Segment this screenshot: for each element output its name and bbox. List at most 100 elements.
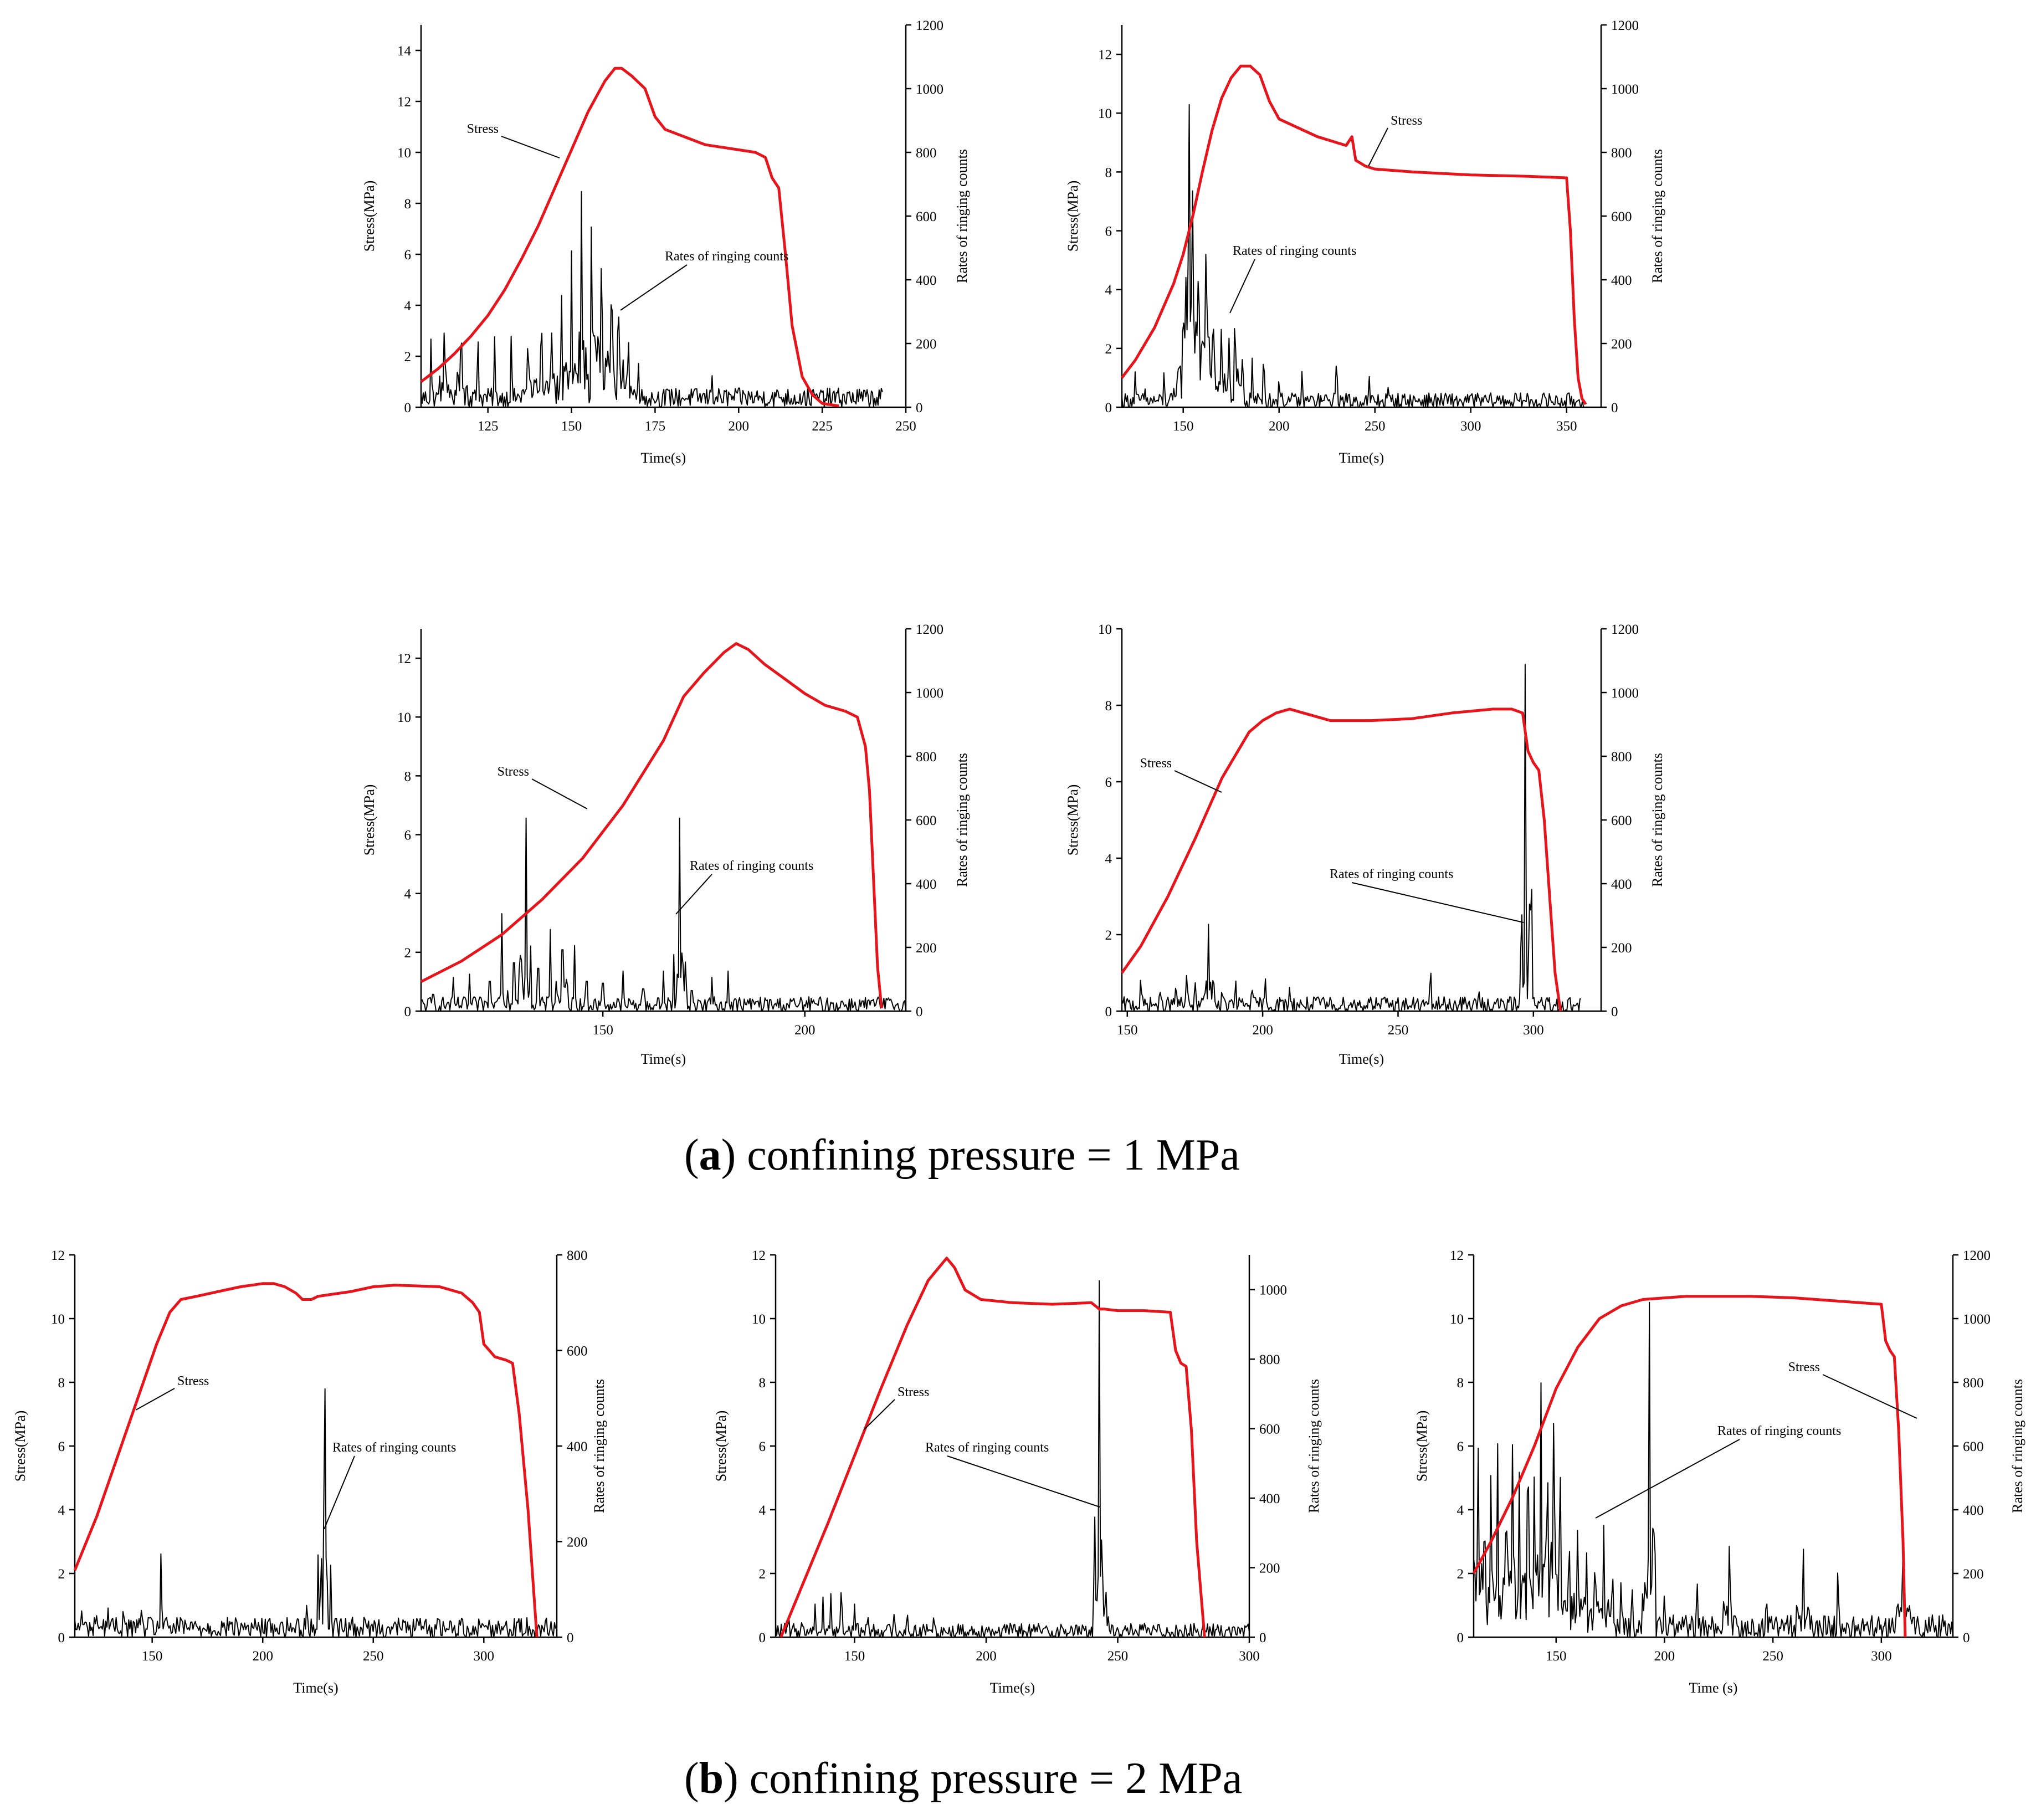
x-tick-label: 200 (1269, 419, 1290, 434)
x-tick-label: 350 (1556, 419, 1577, 434)
y-tick-label: 0 (1105, 1004, 1112, 1019)
ae-annotation: Rates of ringing counts (925, 1440, 1049, 1455)
x-axis-title: Time(s) (1339, 450, 1384, 466)
y-tick-label: 14 (397, 44, 412, 59)
y-tick-label: 8 (1105, 699, 1112, 714)
y-tick-label: 2 (58, 1567, 65, 1582)
y-tick-label: 4 (1457, 1503, 1464, 1518)
ae-annotation: Rates of ringing counts (1233, 244, 1356, 258)
ae-leader-line (1351, 882, 1524, 923)
y2-tick-label: 1000 (1611, 686, 1639, 701)
y2-tick-label: 1200 (916, 622, 943, 637)
stress-annotation: Stress (898, 1385, 929, 1399)
y-axis-title: Stress(MPa) (361, 785, 377, 856)
y-tick-label: 4 (1105, 283, 1112, 298)
ae-series-line (1473, 1301, 1953, 1638)
ae-leader-line (1595, 1439, 1740, 1519)
ae-leader-line (1229, 259, 1255, 314)
ae-leader-line (324, 1455, 355, 1530)
stress-annotation: Stress (1140, 756, 1172, 771)
panel-a2: 150 200 250 300 350 0 2 4 6 8 10 12 0 200 400 600 800 100… (1065, 18, 1665, 466)
y2-tick-label: 1000 (916, 82, 943, 97)
stress-series-line (1120, 708, 1562, 1012)
x-tick-label: 300 (474, 1649, 495, 1664)
y2-tick-label: 400 (1963, 1503, 1984, 1518)
y-tick-label: 12 (51, 1248, 65, 1263)
y-tick-label: 2 (1105, 928, 1112, 943)
y2-axis-title: Rates of ringing counts (1306, 1379, 1322, 1513)
ae-annotation: Rates of ringing counts (1717, 1424, 1841, 1438)
ae-leader-line (947, 1455, 1100, 1508)
stress-series-line (420, 642, 883, 1008)
x-tick-label: 200 (976, 1649, 997, 1664)
panel-b3: 150 200 250 300 0 2 4 6 8 10 12 0 200 400 600 800 1000 12… (1414, 1248, 2025, 1696)
y-axis-title: Stress(MPa) (361, 181, 377, 252)
y2-tick-label: 400 (567, 1439, 588, 1454)
stress-leader-line (531, 778, 588, 809)
y2-tick-label: 600 (1963, 1439, 1984, 1454)
x-tick-label: 250 (895, 419, 916, 434)
ae-series-line (74, 1388, 556, 1638)
y2-tick-label: 200 (567, 1535, 588, 1550)
y-tick-label: 8 (404, 769, 412, 784)
y2-tick-label: 600 (1611, 209, 1632, 224)
stress-annotation: Stress (498, 765, 529, 779)
x-axis-title: Time(s) (641, 450, 686, 466)
x-tick-label: 250 (1365, 419, 1386, 434)
y-tick-label: 8 (1457, 1376, 1464, 1391)
caption-a: (a) confining pressure = 1 MPa (684, 1131, 1240, 1180)
panel-a4: 150 200 250 300 0 2 4 6 8 10 0 200 400 600 800 1000 1200… (1065, 622, 1665, 1067)
y-tick-label: 8 (404, 197, 412, 212)
y-tick-label: 2 (404, 350, 412, 365)
y-tick-label: 6 (1105, 224, 1112, 239)
x-tick-label: 200 (729, 419, 750, 434)
stress-annotation: Stress (467, 122, 499, 136)
y-tick-label: 6 (1457, 1439, 1464, 1454)
panel-a3: 150 200 0 2 4 6 8 10 12 0 200 400 600 800 1000 1200 Time… (361, 622, 970, 1067)
x-tick-label: 300 (1460, 419, 1481, 434)
x-tick-label: 300 (1239, 1649, 1260, 1664)
y2-tick-label: 200 (1611, 337, 1632, 352)
stress-series-line (779, 1257, 1206, 1638)
y-tick-label: 2 (1105, 342, 1112, 357)
y-tick-label: 10 (51, 1312, 65, 1327)
x-tick-label: 150 (1173, 419, 1194, 434)
stress-leader-line (135, 1388, 175, 1411)
x-tick-label: 250 (363, 1649, 384, 1664)
x-tick-label: 300 (1523, 1023, 1544, 1038)
y-tick-label: 6 (1105, 775, 1112, 790)
y2-tick-label: 800 (1963, 1376, 1984, 1391)
y-tick-label: 10 (752, 1312, 766, 1327)
x-tick-label: 225 (812, 419, 833, 434)
y2-tick-label: 200 (1963, 1567, 1984, 1582)
x-tick-label: 125 (478, 419, 499, 434)
caption-a-text: confining pressure = 1 MPa (747, 1131, 1240, 1180)
stress-series-line (73, 1282, 539, 1638)
y-tick-label: 6 (404, 828, 412, 843)
x-tick-label: 250 (1107, 1649, 1129, 1664)
y-tick-label: 12 (397, 95, 411, 110)
y-tick-label: 10 (1450, 1312, 1464, 1327)
x-axis-title: Time(s) (1339, 1051, 1384, 1067)
y2-tick-label: 200 (1611, 941, 1632, 956)
y-tick-label: 0 (1457, 1631, 1464, 1645)
y-tick-label: 12 (752, 1248, 766, 1263)
x-tick-label: 150 (592, 1023, 613, 1038)
x-tick-label: 250 (1388, 1023, 1409, 1038)
y2-axis-title: Rates of ringing counts (1649, 753, 1665, 887)
ae-annotation: Rates of ringing counts (332, 1440, 456, 1455)
y2-axis-title: Rates of ringing counts (954, 149, 970, 283)
y-tick-label: 0 (1105, 401, 1112, 416)
y-tick-label: 2 (1457, 1567, 1464, 1582)
caption-b-label: b (699, 1754, 724, 1803)
y-tick-label: 0 (759, 1631, 766, 1645)
y2-tick-label: 800 (916, 750, 937, 765)
y2-tick-label: 1200 (1611, 18, 1639, 33)
y2-tick-label: 800 (1611, 750, 1632, 765)
y-tick-label: 12 (1098, 48, 1112, 63)
y2-tick-label: 600 (567, 1344, 588, 1359)
x-tick-label: 150 (561, 419, 582, 434)
y-tick-label: 10 (397, 710, 411, 725)
x-tick-label: 200 (794, 1023, 816, 1038)
